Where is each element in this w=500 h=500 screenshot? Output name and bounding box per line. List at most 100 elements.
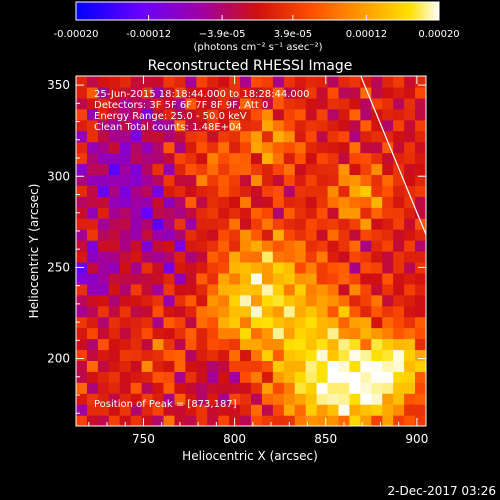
- heatmap-cell: [316, 76, 329, 88]
- heatmap-cell: [393, 382, 405, 394]
- heatmap-cell: [76, 251, 88, 263]
- heatmap-cell: [163, 240, 176, 252]
- heatmap-cell: [86, 283, 99, 296]
- heatmap-cell: [371, 283, 383, 296]
- heatmap-cell: [360, 393, 372, 405]
- heatmap-cell: [360, 240, 372, 252]
- heatmap-cell: [185, 163, 197, 176]
- heatmap-cell: [119, 272, 132, 285]
- heatmap-cell: [119, 316, 132, 329]
- heatmap-cell: [305, 196, 318, 208]
- heatmap-cell: [152, 86, 165, 99]
- heatmap-cell: [97, 305, 110, 318]
- heatmap-cell: [382, 382, 394, 394]
- heatmap-cell: [272, 86, 285, 99]
- heatmap-cell: [152, 240, 165, 252]
- heatmap-cell: [272, 240, 285, 252]
- heatmap-cell: [360, 229, 372, 241]
- heatmap-cell: [305, 294, 318, 307]
- heatmap-cell: [174, 251, 186, 263]
- heatmap-cell: [240, 261, 252, 274]
- heatmap-cell: [229, 251, 241, 263]
- heatmap-cell: [393, 316, 405, 329]
- heatmap-cell: [86, 360, 99, 372]
- heatmap-cell: [272, 316, 285, 329]
- heatmap-cell: [218, 152, 230, 165]
- heatmap-cell: [240, 152, 252, 165]
- heatmap-cell: [185, 382, 197, 394]
- heatmap-cell: [174, 97, 186, 110]
- heatmap-cell: [163, 393, 176, 405]
- heatmap-cell: [207, 76, 219, 88]
- heatmap-cell: [185, 305, 197, 318]
- heatmap-cell: [240, 130, 252, 143]
- heatmap-cell: [316, 86, 329, 99]
- heatmap-cell: [174, 382, 186, 394]
- heatmap-cell: [207, 108, 219, 121]
- heatmap-cell: [349, 316, 361, 329]
- heatmap-cell: [97, 261, 110, 274]
- heatmap-cell: [251, 185, 263, 197]
- heatmap-cell: [229, 141, 241, 154]
- heatmap-cell: [174, 240, 186, 252]
- heatmap-cell: [196, 294, 208, 307]
- heatmap-cell: [360, 349, 372, 361]
- heatmap-cell: [108, 141, 121, 154]
- heatmap-cell: [294, 283, 307, 296]
- heatmap-cell: [119, 305, 132, 318]
- heatmap-cell: [404, 415, 416, 426]
- heatmap-cell: [86, 305, 99, 318]
- heatmap-cell: [207, 86, 219, 99]
- heatmap-cell: [251, 207, 263, 219]
- heatmap-cell: [272, 163, 285, 176]
- heatmap-cell: [229, 393, 241, 405]
- heatmap-cell: [327, 108, 340, 121]
- heatmap-cell: [240, 327, 252, 340]
- heatmap-cell: [349, 207, 361, 219]
- heatmap-cell: [251, 294, 263, 307]
- heatmap-cell: [283, 163, 296, 176]
- heatmap-cell: [240, 404, 252, 416]
- heatmap-cell: [382, 371, 394, 383]
- heatmap-cell: [415, 338, 426, 351]
- heatmap-cell: [327, 338, 340, 351]
- heatmap-cell: [404, 338, 416, 351]
- heatmap-cell: [141, 218, 154, 230]
- heatmap-cell: [108, 174, 121, 186]
- heatmap-cell: [229, 119, 241, 132]
- heatmap-cell: [272, 207, 285, 219]
- heatmap-cell: [130, 294, 143, 307]
- heatmap-cell: [272, 97, 285, 110]
- heatmap-cell: [360, 119, 372, 132]
- heatmap-cell: [97, 229, 110, 241]
- heatmap-cell: [404, 76, 416, 88]
- heatmap-cell: [327, 119, 340, 132]
- heatmap-cell: [382, 349, 394, 361]
- heatmap-cell: [261, 119, 274, 132]
- heatmap-cell: [261, 283, 274, 296]
- heatmap-cell: [327, 229, 340, 241]
- heatmap-cell: [349, 163, 361, 176]
- heatmap-cell: [305, 185, 318, 197]
- heatmap-cell: [163, 316, 176, 329]
- heatmap-cell: [196, 86, 208, 99]
- heatmap-cell: [185, 97, 197, 110]
- heatmap-cell: [349, 349, 361, 361]
- heatmap-cell: [86, 86, 99, 99]
- heatmap-cell: [97, 119, 110, 132]
- heatmap-cell: [196, 305, 208, 318]
- heatmap-cell: [185, 294, 197, 307]
- heatmap-cell: [152, 382, 165, 394]
- heatmap-cell: [141, 283, 154, 296]
- heatmap-cell: [76, 371, 88, 383]
- heatmap-cell: [163, 272, 176, 285]
- heatmap-cell: [240, 207, 252, 219]
- heatmap-cell: [404, 251, 416, 263]
- heatmap-cell: [404, 327, 416, 340]
- heatmap-cell: [371, 261, 383, 274]
- heatmap-cell: [108, 163, 121, 176]
- heatmap-cell: [316, 229, 329, 241]
- heatmap-cell: [207, 294, 219, 307]
- heatmap-cell: [272, 218, 285, 230]
